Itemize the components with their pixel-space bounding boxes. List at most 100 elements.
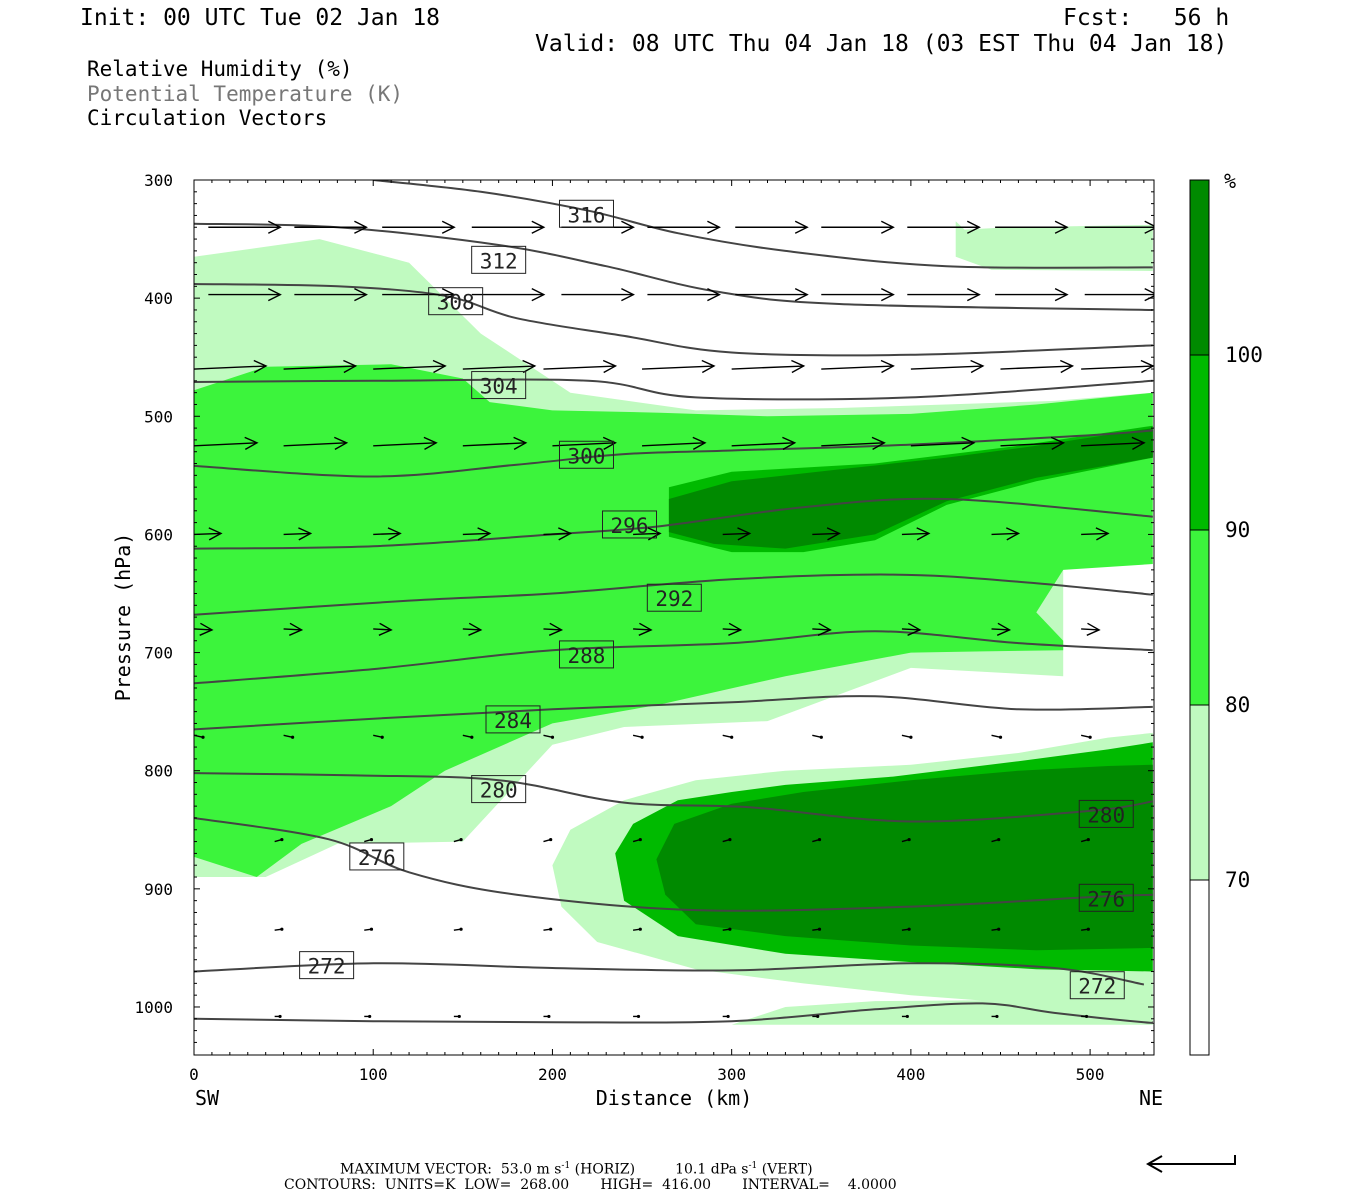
theta-label: 300 xyxy=(568,444,606,468)
circulation-vector xyxy=(910,365,983,370)
colorbar-level-label: 90 xyxy=(1225,518,1250,542)
theta-label-box xyxy=(602,510,658,539)
y-tick-label: 500 xyxy=(144,407,173,426)
circulation-vector xyxy=(1081,628,1100,631)
vector-arrowhead xyxy=(638,837,642,842)
vector-arrowhead xyxy=(253,359,268,374)
vector-arrowhead xyxy=(907,927,911,931)
vector-arrowhead xyxy=(369,927,374,931)
circulation-vector xyxy=(283,442,347,447)
circulation-vector xyxy=(283,365,356,370)
theta-label-box xyxy=(558,199,614,228)
theta-label-box xyxy=(1078,799,1134,828)
theta-label: 280 xyxy=(1087,803,1125,827)
vector-arrowhead xyxy=(998,735,1003,739)
circulation-vector xyxy=(373,628,392,631)
circulation-vector xyxy=(373,532,401,536)
rh-region-100 xyxy=(668,428,1153,549)
vector-arrowhead xyxy=(907,837,911,842)
vector-arrowhead xyxy=(621,287,635,302)
vector-arrowhead xyxy=(728,622,743,636)
theta-contour-284 xyxy=(194,695,1153,731)
theta-label: 280 xyxy=(480,779,518,803)
theta-contour-272 xyxy=(194,962,1145,986)
circulation-vector xyxy=(552,442,616,447)
vector-arrowhead xyxy=(817,927,822,931)
vector-arrowhead xyxy=(199,622,214,636)
vector-arrowhead xyxy=(817,837,822,842)
vector-arrowhead xyxy=(794,287,809,302)
vector-arrowhead xyxy=(871,436,886,451)
theta-label: 304 xyxy=(480,375,518,399)
circulation-vector xyxy=(1081,365,1154,370)
vector-arrowhead xyxy=(905,1014,909,1019)
vector-arrowhead xyxy=(1086,622,1101,636)
vector-arrowhead xyxy=(549,837,553,842)
vector-arrowhead xyxy=(343,359,358,374)
vector-arrowhead xyxy=(522,359,537,374)
circulation-vector xyxy=(543,628,562,631)
vector-arrowhead xyxy=(441,287,456,302)
theta-label-box xyxy=(485,705,541,734)
circulation-vector xyxy=(462,628,481,631)
vector-arrowhead xyxy=(1084,1014,1089,1019)
theta-label: 276 xyxy=(1087,887,1125,911)
vector-arrowhead xyxy=(880,287,895,302)
vector-arrowhead xyxy=(640,735,644,739)
colorbar-level-label: 100 xyxy=(1225,343,1263,367)
colorbar-band xyxy=(1189,879,1210,1056)
vector-arrowhead xyxy=(970,359,985,374)
vector-arrowhead xyxy=(298,527,313,541)
vector-arrowhead xyxy=(548,622,564,636)
vector-arrowhead xyxy=(730,735,734,739)
vector-arrowhead xyxy=(966,220,981,234)
colorbar-level-label: 70 xyxy=(1225,868,1250,892)
vector-arrowhead xyxy=(1086,837,1090,842)
theta-label-box xyxy=(1069,971,1125,1000)
colorbar-band xyxy=(1189,179,1210,356)
legend-vectors: Circulation Vectors xyxy=(87,106,328,130)
theta-contour-276 xyxy=(194,816,1153,912)
vector-arrowhead xyxy=(996,622,1012,636)
circulation-vector xyxy=(1081,442,1145,447)
colorbar-band xyxy=(1189,529,1210,706)
vector-arrowhead xyxy=(267,287,282,302)
vector-arrowhead xyxy=(819,735,823,739)
unit-superscript-1: -1 xyxy=(561,1161,571,1171)
max-vector-suffix: (VERT) xyxy=(761,1161,813,1178)
vector-arrowhead xyxy=(208,527,223,541)
vector-arrowhead xyxy=(1144,220,1154,234)
theta-label: 292 xyxy=(655,587,693,611)
vector-arrowhead xyxy=(638,622,653,636)
vector-arrowhead xyxy=(289,622,304,636)
colorbar-band xyxy=(1189,354,1210,531)
circulation-vector xyxy=(731,365,804,370)
x-left-end-label: SW xyxy=(195,1086,220,1110)
vector-arrowhead xyxy=(334,436,349,451)
vector-arrowhead xyxy=(1050,436,1066,451)
axis-layer: 300 400 500 600 700 800 900 1000 0 100 200 300 400 50… xyxy=(134,171,1154,1084)
rh-region-70 xyxy=(955,221,1153,271)
vector-layer xyxy=(194,220,1154,1019)
vector-arrowhead xyxy=(826,527,841,541)
y-tick-label: 1000 xyxy=(134,998,173,1017)
vector-arrowhead xyxy=(1006,527,1021,541)
theta-contour-292 xyxy=(194,573,1153,616)
circulation-vector xyxy=(1000,442,1064,447)
vector-arrowhead xyxy=(961,436,976,451)
vector-arrowhead xyxy=(638,927,642,931)
vector-arrowhead xyxy=(378,622,393,636)
circulation-vector xyxy=(901,532,929,536)
circulation-vector xyxy=(821,365,894,370)
theta-label: 308 xyxy=(437,291,475,315)
vector-arrowhead xyxy=(728,837,732,842)
vector-arrowhead xyxy=(602,359,618,374)
circulation-vector xyxy=(633,628,652,631)
vector-arrowhead xyxy=(459,927,463,931)
vector-arrowhead xyxy=(477,527,492,541)
vector-arrowhead xyxy=(997,837,1001,842)
circulation-vector xyxy=(901,628,920,631)
vector-arrowhead xyxy=(1088,735,1092,739)
vector-arrowhead xyxy=(602,436,617,451)
